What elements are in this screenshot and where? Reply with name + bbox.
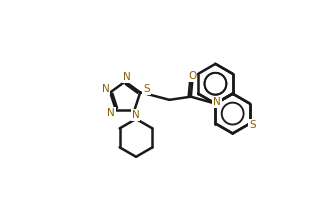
Text: N: N	[123, 72, 130, 82]
Text: S: S	[249, 120, 256, 130]
Text: O: O	[188, 71, 197, 81]
Text: N: N	[213, 97, 221, 107]
Text: N: N	[107, 108, 115, 118]
Text: N: N	[132, 110, 139, 120]
Text: S: S	[143, 84, 150, 94]
Text: N: N	[102, 84, 110, 94]
